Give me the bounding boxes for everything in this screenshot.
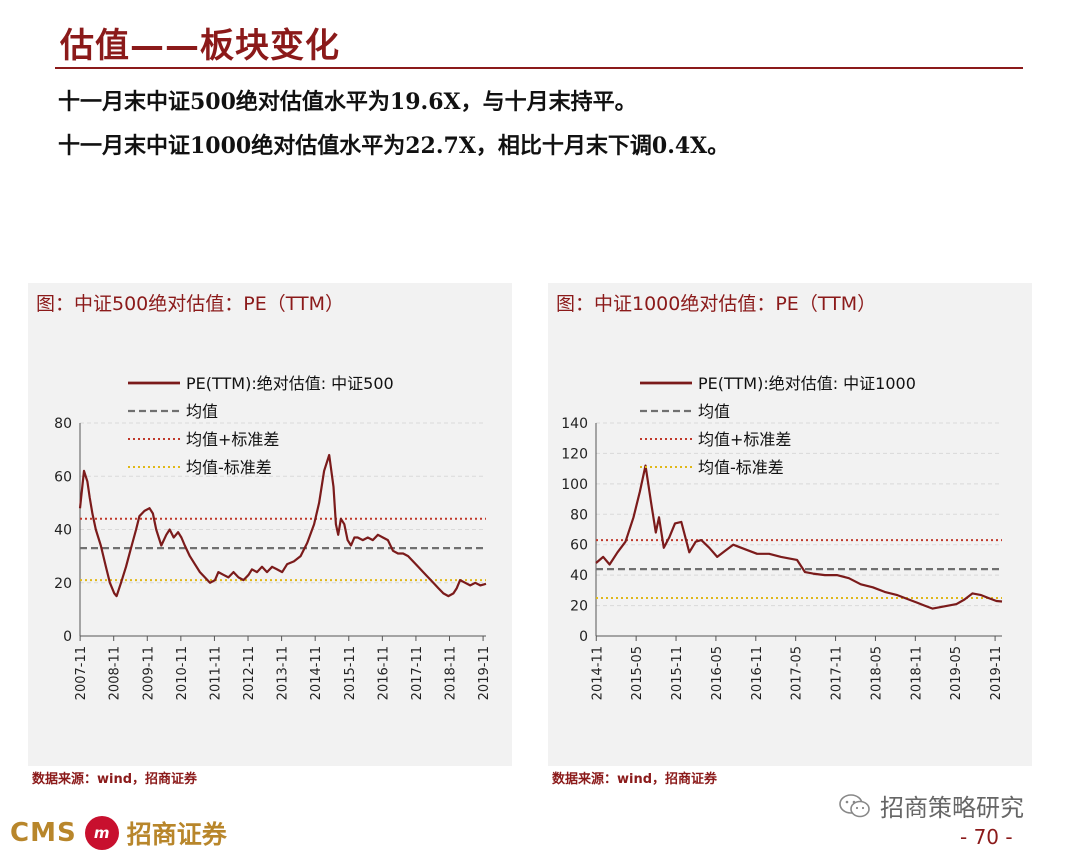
x-tick-label: 2016-11 [750,646,765,700]
y-tick-label: 40 [54,523,72,539]
legend-label: 均值-标准差 [186,458,272,477]
series-line [595,464,1003,610]
chart-source: 数据来源：wind，招商证券 [552,772,718,787]
legend-label: 均值+标准差 [186,430,279,449]
x-tick-label: 2018-11 [909,646,924,700]
x-tick-label: 2016-05 [710,646,725,700]
x-tick-label: 2015-05 [630,646,645,700]
x-tick-label: 2007-11 [74,646,89,700]
y-tick-label: 80 [570,507,588,523]
logo-text-en: CMS [10,818,77,848]
legend-label: 均值+标准差 [698,430,791,449]
chart-panel-csi500: 图：中证500绝对估值：PE（TTM） 0 20 40 60 80 2007-11 2008… [28,283,512,766]
x-tick-label: 2014-11 [590,646,605,700]
legend-label: 均值-标准差 [698,458,784,477]
x-tick-label: 2011-11 [208,646,223,700]
chart-panel-csi1000: 图：中证1000绝对估值：PE（TTM） 0 20 40 60 80 100 120 140 2… [548,283,1032,766]
chart-csi1000: 0 20 40 60 80 100 120 140 2014-11 2015-05 2015-11 2… [561,374,1004,700]
chart-csi500: 0 20 40 60 80 2007-11 2008-11 2009-11 2010-11 201… [54,374,492,700]
y-tick-label: 60 [54,469,72,485]
logo-text-cn: 招商证券 [126,820,227,849]
summary-line-1: 十一月末中证500绝对估值水平为19.6X，与十月末持平。 [58,89,637,115]
chart-title: 图：中证500绝对估值：PE（TTM） [36,293,344,315]
wechat-name: 招商策略研究 [880,794,1024,822]
x-tick-label: 2017-05 [790,646,805,700]
legend-label: PE(TTM):绝对估值: 中证500 [186,374,394,393]
x-tick-label: 2017-11 [830,646,845,700]
y-tick-label: 60 [570,538,588,554]
x-tick-label: 2019-05 [949,646,964,700]
x-tick-label: 2010-11 [175,646,190,700]
summary-line-2: 十一月末中证1000绝对估值水平为22.7X，相比十月末下调0.4X。 [58,133,730,159]
chart-source: 数据来源：wind，招商证券 [32,772,198,787]
company-logo: CMS m 招商证券 [10,815,227,851]
x-tick-label: 2009-11 [141,646,156,700]
y-tick-label: 40 [570,568,588,584]
y-tick-label: 100 [561,477,588,493]
x-tick-label: 2019-11 [477,646,492,700]
logo-badge-icon: m [84,816,119,850]
wechat-icon [838,793,872,819]
x-tick-label: 2014-11 [309,646,324,700]
legend-label: 均值 [186,402,218,421]
page-title: 估值——板块变化 [60,26,340,66]
x-tick-label: 2015-11 [670,646,685,700]
page-number: - 70 - [960,825,1013,849]
x-tick-label: 2018-05 [869,646,884,700]
y-tick-label: 120 [561,446,588,462]
wechat-account: 招商策略研究 [838,788,1024,823]
x-tick-label: 2013-11 [276,646,291,700]
legend-label: 均值 [698,402,730,421]
y-tick-label: 0 [63,629,72,645]
x-tick-label: 2012-11 [242,646,257,700]
series-line [78,453,487,598]
legend-label: PE(TTM):绝对估值: 中证1000 [698,374,916,393]
y-tick-label: 0 [579,629,588,645]
x-tick-label: 2008-11 [108,646,123,700]
x-tick-label: 2016-11 [376,646,391,700]
x-tick-label: 2017-11 [410,646,425,700]
y-tick-label: 80 [54,416,72,432]
title-divider [55,67,1023,69]
chart-title: 图：中证1000绝对估值：PE（TTM） [556,293,877,315]
x-tick-label: 2019-11 [989,646,1004,700]
y-tick-label: 20 [54,576,72,592]
x-tick-label: 2015-11 [343,646,358,700]
y-tick-label: 140 [561,416,588,432]
y-tick-label: 20 [570,599,588,615]
x-tick-label: 2018-11 [444,646,459,700]
